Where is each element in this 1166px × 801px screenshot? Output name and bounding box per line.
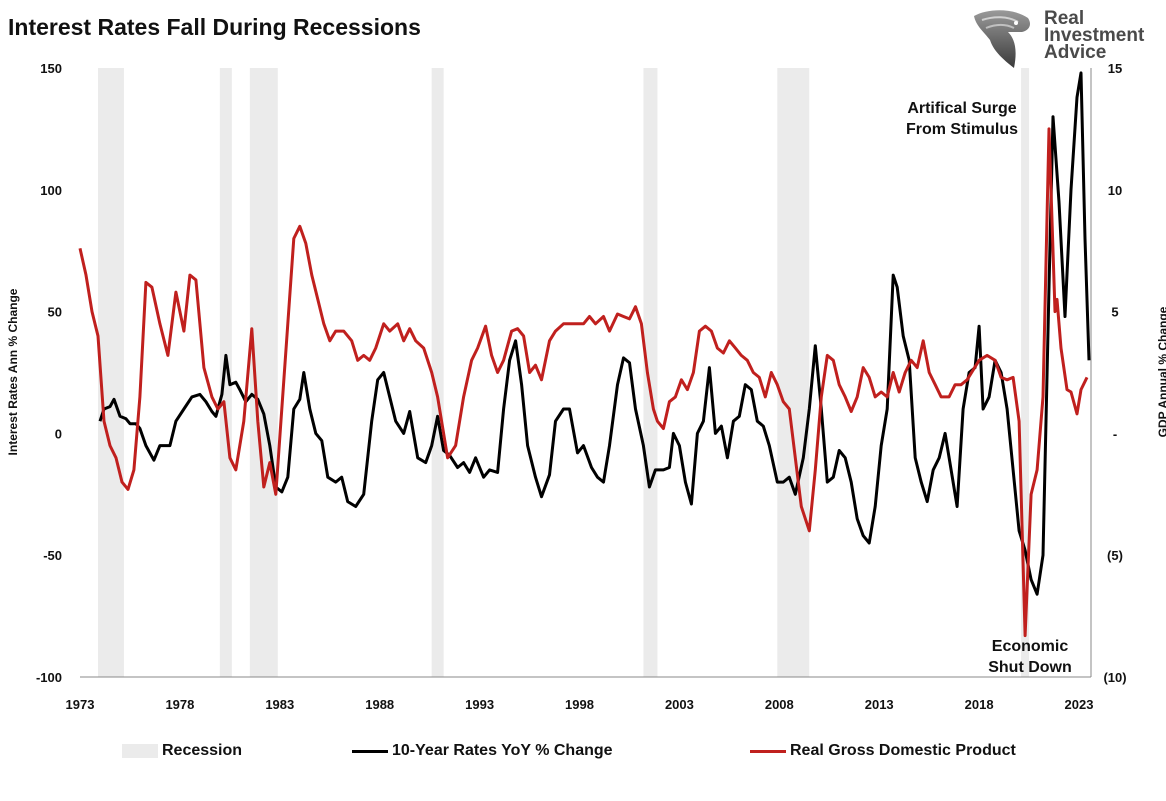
y-tick-label-right: (10) bbox=[1103, 670, 1126, 685]
legend-swatch-recession bbox=[122, 744, 158, 758]
x-tick-label: 1973 bbox=[66, 697, 95, 712]
x-tick-label: 2018 bbox=[965, 697, 994, 712]
annotation-line: From Stimulus bbox=[905, 121, 1018, 138]
eagle-head-icon bbox=[974, 10, 1030, 68]
annotation-line: Economic bbox=[991, 638, 1069, 655]
y-tick-label-left: -100 bbox=[36, 670, 62, 685]
series-line-10-year-rates bbox=[98, 71, 1091, 596]
x-tick-label: 1983 bbox=[265, 697, 294, 712]
y-axis-right-label: GDP Annual % Change bbox=[1156, 306, 1166, 438]
brand-line-3: Advice bbox=[1044, 42, 1107, 63]
y-tick-label-left: 150 bbox=[40, 61, 62, 76]
annotation-line: Artifical Surge bbox=[907, 100, 1017, 117]
x-tick-label: 1988 bbox=[365, 697, 394, 712]
y-tick-label-left: 0 bbox=[55, 426, 62, 441]
x-tick-label: 2003 bbox=[665, 697, 694, 712]
y-tick-label-right: (5) bbox=[1107, 548, 1123, 563]
annotation-stimulus-surge: Artifical Surge From Stimulus bbox=[892, 98, 1032, 140]
recession-band bbox=[431, 68, 444, 677]
legend-item-gdp: Real Gross Domestic Product bbox=[750, 742, 1016, 760]
brand-name: Real Investment Advice bbox=[1044, 8, 1145, 63]
x-tick-label: 1978 bbox=[165, 697, 194, 712]
recession-band bbox=[97, 68, 124, 677]
brand-line-1: Real bbox=[1044, 8, 1085, 29]
x-tick-label: 1993 bbox=[465, 697, 494, 712]
legend-label: Recession bbox=[162, 742, 243, 759]
recession-band bbox=[777, 68, 810, 677]
y-tick-label-left: 50 bbox=[48, 305, 62, 320]
legend-swatch-10-year-rates bbox=[352, 749, 388, 753]
y-tick-label-right: 15 bbox=[1108, 61, 1122, 76]
x-tick-label: 1998 bbox=[565, 697, 594, 712]
legend-label: Real Gross Domestic Product bbox=[790, 742, 1016, 759]
recession-band bbox=[219, 68, 232, 677]
recession-band bbox=[1021, 68, 1030, 677]
brand-logo: Real Investment Advice bbox=[968, 6, 1158, 72]
chart-title: Interest Rates Fall During Recessions bbox=[8, 14, 421, 40]
y-tick-label-right: - bbox=[1113, 426, 1117, 441]
annotation-line: Shut Down bbox=[988, 659, 1072, 676]
series-line-gdp bbox=[78, 127, 1089, 638]
chart-legend: Recession 10-Year Rates YoY % Change Rea… bbox=[0, 742, 1166, 766]
x-tick-label: 2013 bbox=[865, 697, 894, 712]
recession-band bbox=[643, 68, 658, 677]
annotation-economic-shutdown: Economic Shut Down bbox=[978, 636, 1082, 678]
y-tick-label-right: 10 bbox=[1108, 183, 1122, 198]
y-tick-label-left: -50 bbox=[43, 548, 62, 563]
x-tick-label: 2023 bbox=[1065, 697, 1094, 712]
brand-line-2: Investment bbox=[1044, 25, 1145, 46]
legend-swatch-gdp bbox=[750, 749, 786, 753]
legend-item-10-year-rates: 10-Year Rates YoY % Change bbox=[352, 742, 613, 760]
y-axis-left-label: Interest Rates Ann % Change bbox=[6, 288, 20, 456]
legend-label: 10-Year Rates YoY % Change bbox=[392, 742, 613, 759]
x-tick-label: 2008 bbox=[765, 697, 794, 712]
y-tick-label-right: 5 bbox=[1111, 305, 1118, 320]
legend-item-recession: Recession bbox=[122, 742, 242, 760]
y-tick-label-left: 100 bbox=[40, 183, 62, 198]
